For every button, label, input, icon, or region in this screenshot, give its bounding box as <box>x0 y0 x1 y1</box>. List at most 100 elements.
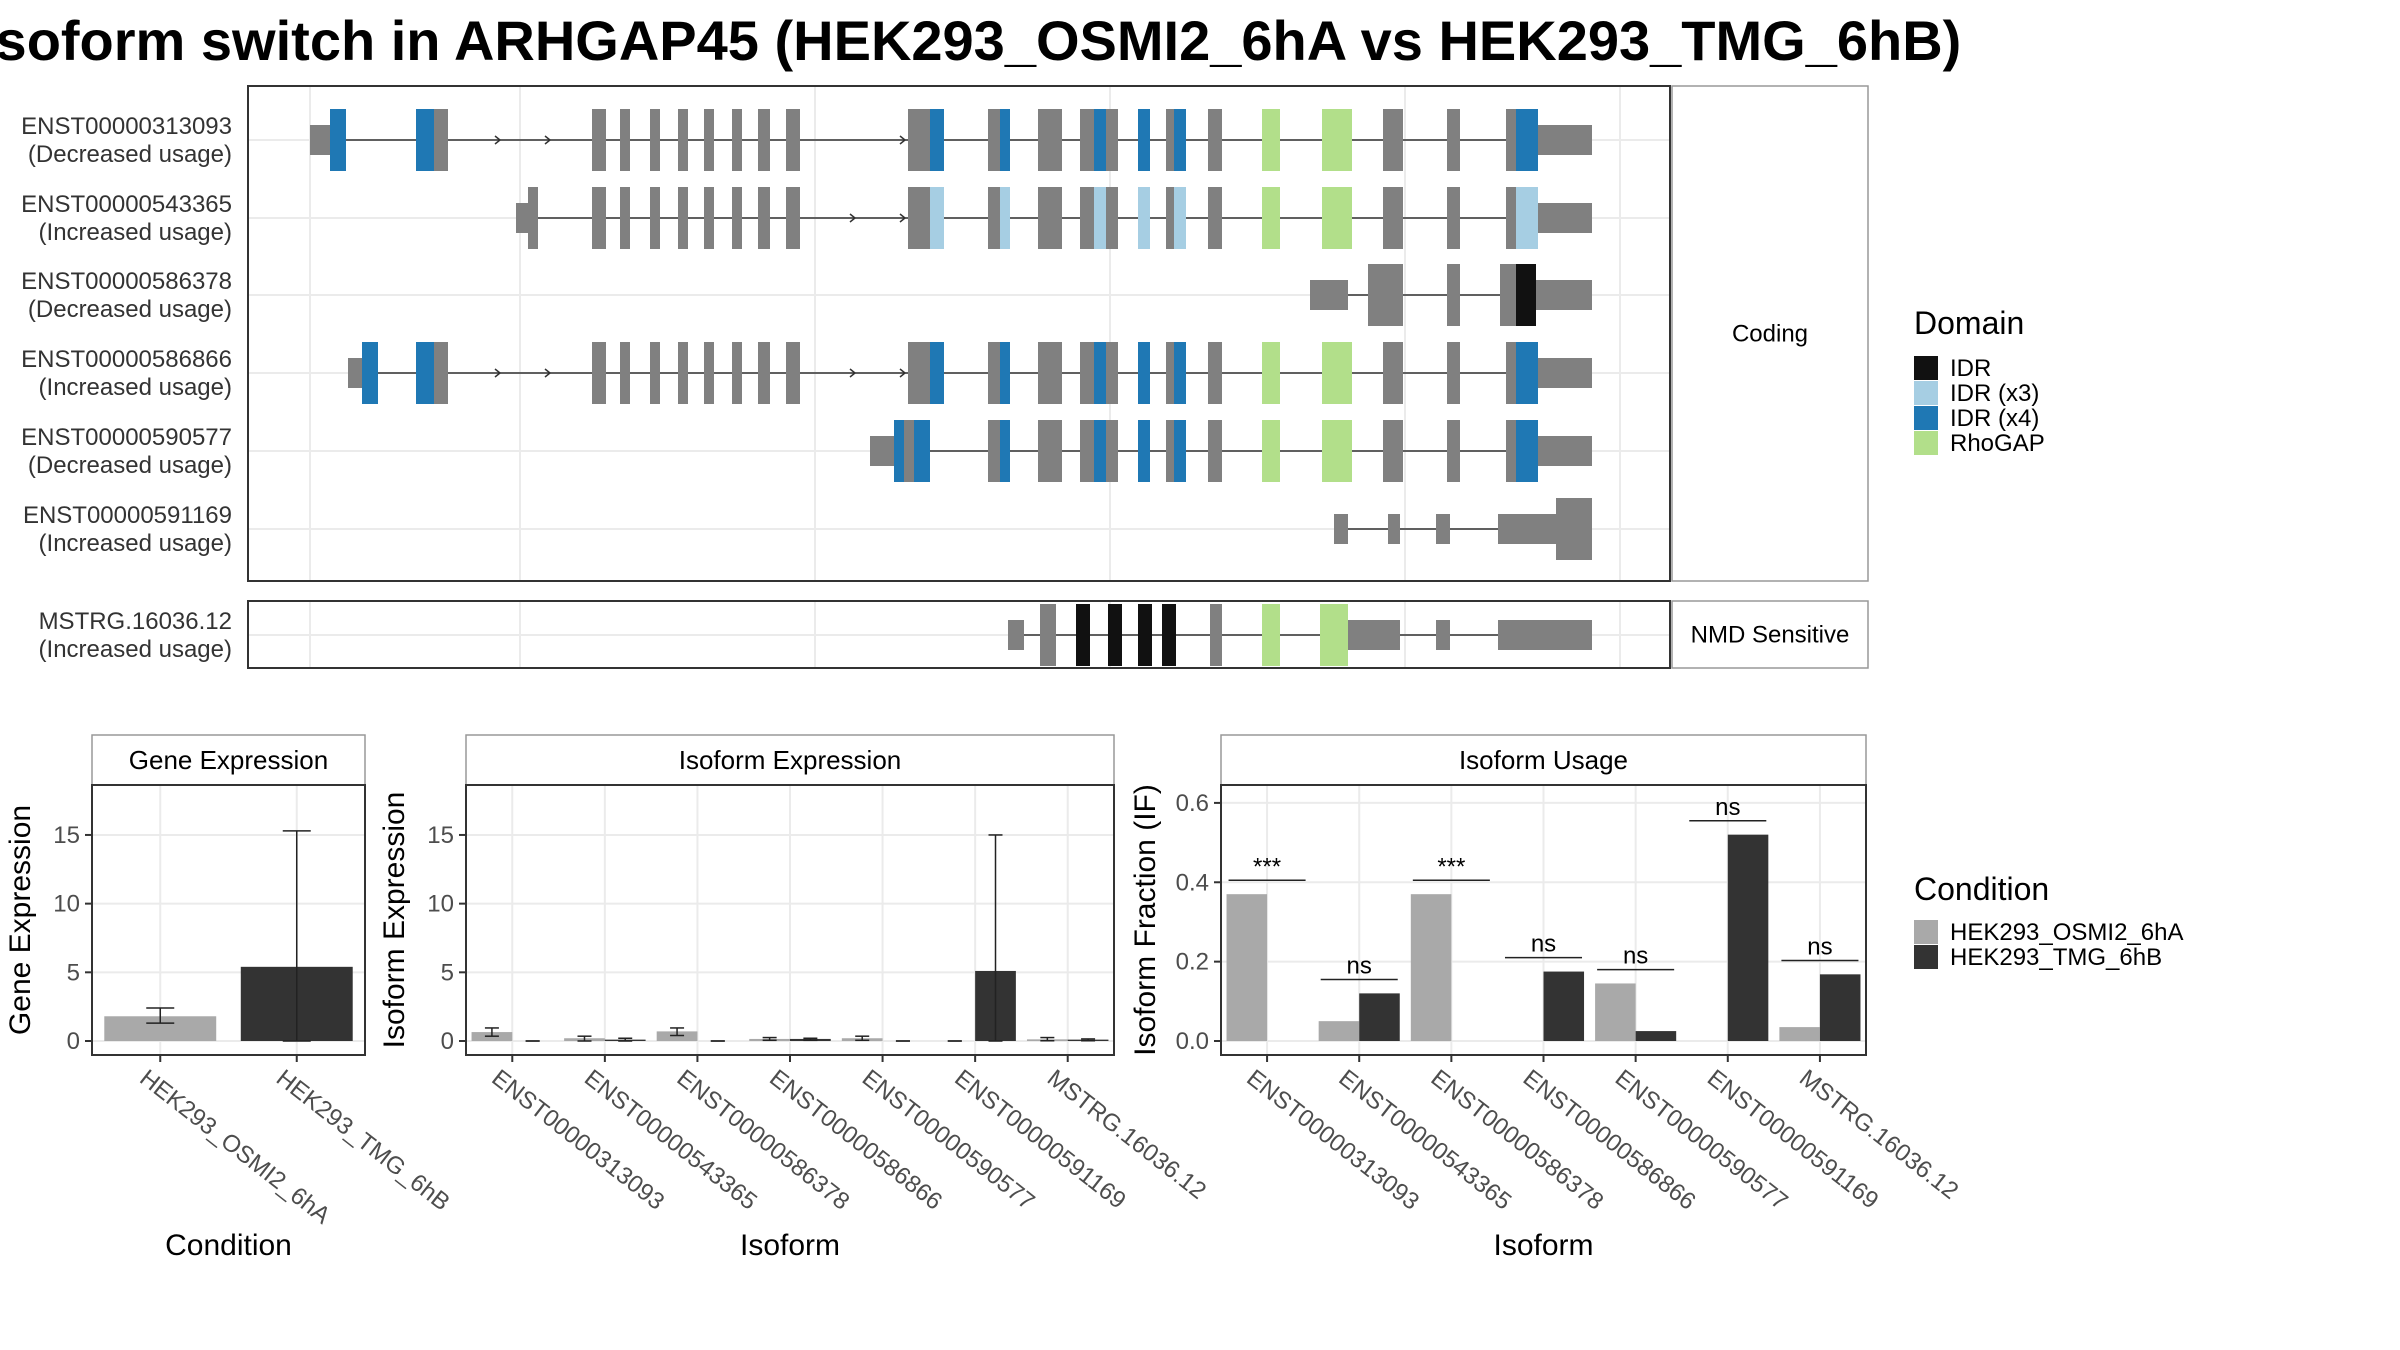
exon-block <box>1262 342 1280 404</box>
transcript-usage-label: (Increased usage) <box>39 219 232 246</box>
exon-block <box>1080 187 1094 249</box>
facet-label-nmd: NMD Sensitive <box>1691 622 1850 649</box>
y-tick-label: 5 <box>67 959 80 986</box>
exon-block <box>330 109 346 171</box>
significance-label: ns <box>1531 931 1556 958</box>
exon-block <box>1536 125 1592 155</box>
exon-block <box>1208 187 1222 249</box>
exon-block <box>1516 420 1538 482</box>
exon-block <box>1436 514 1450 544</box>
exon-block <box>1138 187 1150 249</box>
exon-block <box>1348 620 1400 650</box>
exon-block <box>1106 109 1118 171</box>
exon-block <box>1262 604 1280 666</box>
exon-block <box>528 187 538 249</box>
legend-condition-key <box>1914 920 1938 944</box>
exon-block <box>1447 342 1460 404</box>
x-tick-label: ENST00000313093 <box>487 1064 670 1215</box>
exon-block <box>678 109 688 171</box>
strand-arrow <box>849 368 857 378</box>
y-tick-label: 0.4 <box>1176 869 1209 896</box>
legend-domain-title: Domain <box>1914 305 2024 341</box>
transcript-usage-label: (Decreased usage) <box>28 141 232 168</box>
exon-block <box>988 109 1000 171</box>
y-axis-label: Gene Expression <box>4 805 37 1035</box>
exon-block <box>930 342 944 404</box>
exon-block <box>1094 342 1106 404</box>
strand-arrow <box>544 368 552 378</box>
exon-block <box>1383 109 1403 171</box>
exon-block <box>1108 604 1122 666</box>
exon-block <box>930 109 944 171</box>
exon-block <box>434 342 448 404</box>
panel-title: Gene Expression <box>129 745 328 775</box>
facet-strip-nmd <box>1671 600 1869 669</box>
exon-block <box>1166 420 1174 482</box>
y-tick-label: 0 <box>67 1028 80 1055</box>
bar <box>1318 1021 1360 1041</box>
transcript-usage-label: (Increased usage) <box>39 530 232 557</box>
exon-block <box>786 342 800 404</box>
y-tick-label: 10 <box>427 891 454 918</box>
exon-block <box>1516 264 1536 326</box>
exon-block <box>1000 109 1010 171</box>
exon-block <box>1322 342 1352 404</box>
exon-block <box>1447 109 1460 171</box>
exon-block <box>1208 342 1222 404</box>
exon-block <box>1334 514 1348 544</box>
exon-block <box>1556 498 1592 560</box>
transcript-usage-label: (Decreased usage) <box>28 296 232 323</box>
exon-block <box>678 342 688 404</box>
bar <box>1635 1031 1677 1041</box>
exon-block <box>1322 187 1352 249</box>
legend-domain-label: IDR (x3) <box>1950 380 2039 407</box>
exon-block <box>1536 203 1592 233</box>
legend-domain-label: IDR <box>1950 355 1991 382</box>
legend-condition-title: Condition <box>1914 871 2049 907</box>
exon-block <box>1106 342 1118 404</box>
strand-arrow <box>494 368 502 378</box>
exon-block <box>1166 342 1174 404</box>
bar <box>1359 993 1400 1041</box>
exon-block <box>620 109 630 171</box>
exon-block <box>1447 420 1460 482</box>
exon-block <box>1038 420 1062 482</box>
exon-block <box>1208 420 1222 482</box>
exon-block <box>732 187 742 249</box>
exon-block <box>1162 604 1176 666</box>
exon-block <box>310 125 330 155</box>
exon-block <box>416 109 434 171</box>
legend-domain-key <box>1914 381 1938 405</box>
exon-block <box>620 342 630 404</box>
legend-condition-label: HEK293_TMG_6hB <box>1950 944 2162 971</box>
strand-arrow <box>849 213 857 223</box>
exon-block <box>1447 264 1460 326</box>
strand-arrow <box>899 213 907 223</box>
exon-block <box>1138 604 1152 666</box>
exon-block <box>1536 436 1592 466</box>
legend-condition-key <box>1914 945 1938 969</box>
legend-condition-label: HEK293_OSMI2_6hA <box>1950 919 2183 946</box>
exon-block <box>988 342 1000 404</box>
exon-block <box>1322 420 1352 482</box>
exon-block <box>1447 187 1460 249</box>
x-tick-label: ENST00000586378 <box>672 1064 855 1215</box>
x-tick-label: ENST00000591169 <box>949 1064 1130 1214</box>
x-tick-label: ENST00000586866 <box>1518 1064 1701 1215</box>
y-tick-label: 10 <box>53 891 80 918</box>
exon-block <box>1040 604 1056 666</box>
exon-block <box>516 203 528 233</box>
significance-label: ns <box>1347 952 1372 979</box>
significance-label: ns <box>1807 933 1832 960</box>
transcript-label: ENST00000313093 <box>21 113 232 140</box>
bar <box>1226 894 1268 1041</box>
exon-block <box>1038 342 1062 404</box>
y-tick-label: 0.6 <box>1176 790 1209 817</box>
exon-block <box>1210 604 1222 666</box>
exon-block <box>758 342 770 404</box>
exon-block <box>1262 420 1280 482</box>
exon-block <box>930 187 944 249</box>
exon-block <box>1506 187 1516 249</box>
x-tick-label: MSTRG.16036.12 <box>1794 1064 1963 1204</box>
exon-block <box>1322 109 1352 171</box>
